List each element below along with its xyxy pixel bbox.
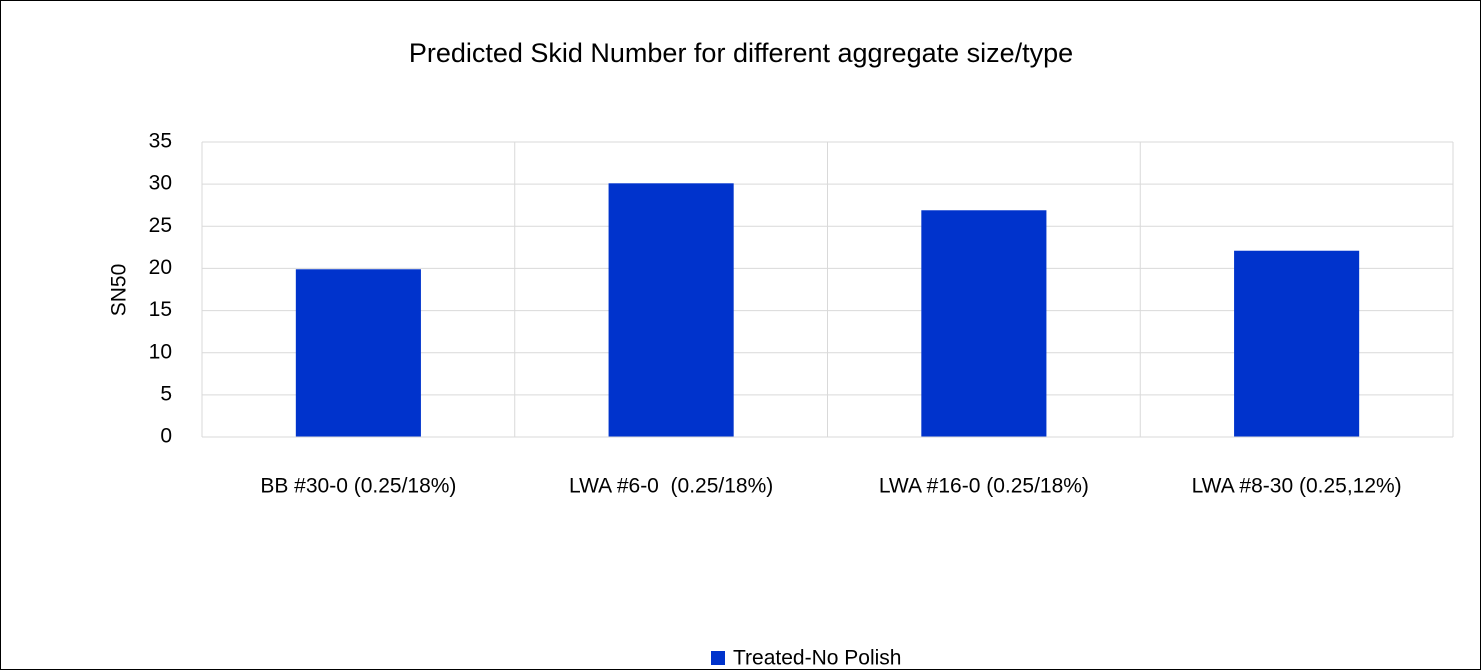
bar — [295, 269, 421, 437]
legend-label: Treated-No Polish — [733, 647, 901, 670]
x-tick-label: LWA #16-0 (0.25/18%) — [879, 475, 1089, 498]
y-tick-label: 10 — [149, 340, 172, 363]
bar — [1234, 250, 1360, 437]
y-tick-label: 30 — [149, 172, 172, 195]
y-tick-label: 0 — [160, 425, 172, 448]
y-axis-label: SN50 — [108, 264, 131, 317]
x-tick-label: LWA #6-0 (0.25/18%) — [569, 475, 773, 498]
x-tick-label: BB #30-0 (0.25/18%) — [260, 475, 456, 498]
y-tick-label: 25 — [149, 214, 172, 237]
bar — [608, 183, 734, 437]
y-tick-label: 20 — [149, 256, 172, 279]
y-tick-label: 15 — [149, 298, 172, 321]
legend-swatch — [711, 651, 725, 665]
x-tick-label: LWA #8-30 (0.25,12%) — [1192, 475, 1402, 498]
chart-title: Predicted Skid Number for different aggr… — [409, 38, 1073, 68]
y-tick-label: 5 — [160, 382, 172, 405]
y-tick-label: 35 — [149, 130, 172, 153]
bar — [921, 210, 1047, 437]
